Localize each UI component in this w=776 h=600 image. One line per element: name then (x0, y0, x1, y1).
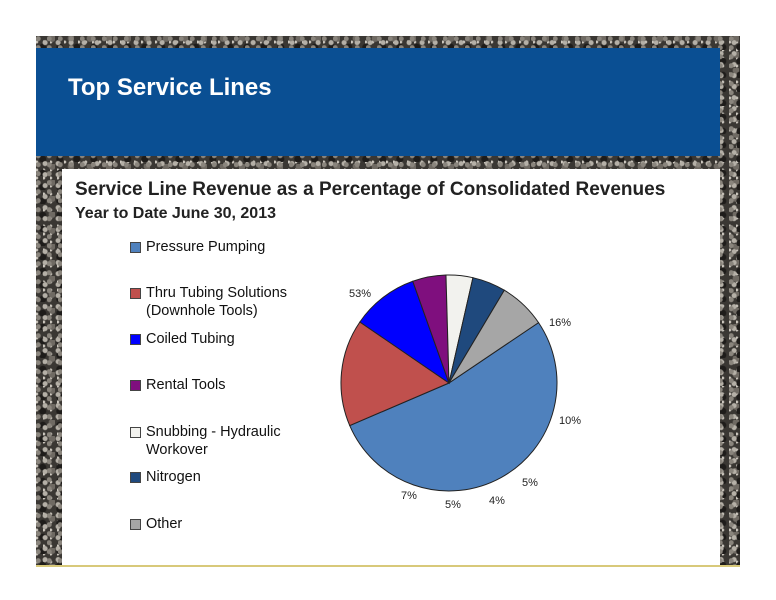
legend-label: Other (146, 516, 183, 532)
legend-item-coiled-tubing: Coiled Tubing (130, 330, 320, 348)
legend-swatch (130, 242, 141, 253)
legend-swatch (130, 427, 141, 438)
legend-label: Snubbing - Hydraulic Workover (146, 424, 281, 458)
legend-item-other: Other (130, 515, 320, 533)
pie-data-label: 4% (489, 495, 505, 507)
legend-label: Coiled Tubing (146, 331, 235, 347)
slide-heading: Top Service Lines (68, 74, 272, 101)
legend-label: Pressure Pumping (146, 239, 266, 255)
pie-data-label: 5% (522, 477, 538, 489)
pie-data-label: 10% (559, 415, 581, 427)
legend-item-pressure-pumping: Pressure Pumping (130, 238, 320, 256)
chart-subtitle: Year to Date June 30, 2013 (75, 205, 276, 222)
pie-data-label: 16% (549, 317, 571, 329)
chart-title: Service Line Revenue as a Percentage of … (75, 179, 666, 200)
legend-swatch (130, 334, 141, 345)
legend-label: Thru Tubing Solutions (Downhole Tools) (146, 285, 288, 319)
pie-slice-1 (340, 321, 451, 427)
legend-item-snubbing: Snubbing - Hydraulic Workover (130, 423, 320, 459)
legend-item-thru-tubing: Thru Tubing Solutions (Downhole Tools) (130, 284, 320, 320)
legend-item-nitrogen: Nitrogen (130, 468, 320, 486)
legend-swatch (130, 380, 141, 391)
pie-slice-6 (448, 289, 540, 384)
legend-label: Nitrogen (146, 469, 201, 485)
legend-swatch (130, 472, 141, 483)
pie-slice-0 (349, 321, 558, 492)
title-banner (36, 48, 720, 156)
pie-data-label: 5% (445, 499, 461, 511)
pie-data-label: 53% (349, 288, 371, 300)
legend-item-rental-tools: Rental Tools (130, 376, 320, 394)
footer-rule (36, 565, 740, 567)
legend-swatch (130, 519, 141, 530)
legend-swatch (130, 288, 141, 299)
legend-label: Rental Tools (146, 377, 226, 393)
pie-data-label: 7% (401, 490, 417, 502)
